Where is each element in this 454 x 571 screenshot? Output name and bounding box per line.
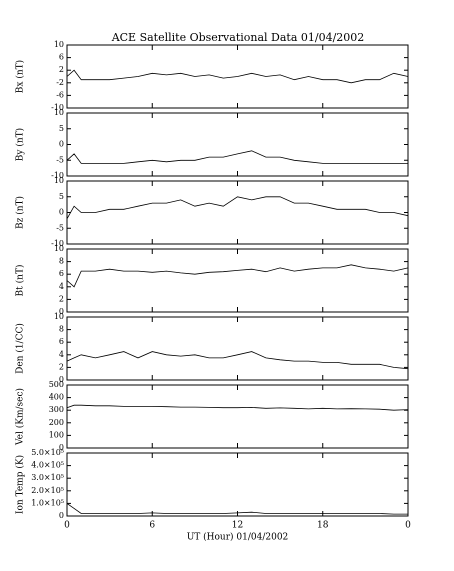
y-tick-label: -5 (56, 155, 64, 164)
panel-frame (66, 112, 409, 177)
y-tick-label: 5.0×10⁵ (31, 448, 64, 457)
y-tick-label: 0 (59, 443, 64, 452)
y-tick-label: 6 (59, 53, 64, 62)
y-tick-label: 0 (59, 511, 64, 520)
y-tick-label: 200 (49, 418, 64, 427)
y-tick-label: 400 (49, 393, 64, 402)
y-tick-label: 2 (59, 294, 64, 303)
y-tick-label: 10 (54, 312, 64, 321)
y-tick-label: 500 (49, 380, 64, 389)
y-tick-label: 8 (59, 325, 64, 334)
y-axis-label: Bz (nT) (15, 196, 26, 229)
y-tick-label: 0 (59, 307, 64, 316)
y-tick-label: 5 (59, 192, 64, 201)
x-tick-label: 12 (232, 521, 243, 531)
y-axis-label: Den (1/CC) (15, 323, 26, 374)
y-axis-label: Bt (nT) (15, 265, 26, 297)
panel-frame (66, 180, 409, 245)
data-line (66, 404, 409, 411)
y-axis-label: Vel (Km/sec) (15, 388, 26, 446)
panel-frame (66, 452, 409, 517)
y-tick-label: -2 (56, 78, 64, 87)
y-tick-label: 6 (59, 337, 64, 346)
y-tick-label: 10 (54, 176, 64, 185)
y-tick-label: -6 (56, 90, 64, 99)
y-tick-label: 0 (59, 208, 64, 217)
panel-frame (66, 384, 409, 449)
x-tick-label: 6 (149, 521, 155, 531)
y-axis-label: Bx (nT) (15, 60, 26, 93)
data-line (66, 196, 409, 219)
y-tick-label: 2.0×10⁵ (31, 486, 64, 495)
y-axis-label: By (nT) (15, 128, 26, 161)
y-tick-label: 4.0×10⁵ (31, 461, 64, 470)
data-line (66, 69, 409, 84)
y-tick-label: 300 (49, 405, 64, 414)
y-tick-label: 3.0×10⁵ (31, 473, 64, 482)
y-axis-label: Ion Temp (K) (15, 455, 26, 514)
y-tick-label: 0 (59, 375, 64, 384)
panel-frame (66, 316, 409, 381)
y-tick-label: 4 (59, 350, 64, 359)
y-tick-label: 0 (59, 140, 64, 149)
y-tick-label: 1.0×10⁵ (31, 498, 64, 507)
x-tick-label: 18 (317, 521, 329, 531)
data-line (66, 503, 408, 515)
y-tick-label: 2 (59, 362, 64, 371)
y-tick-label: -5 (56, 223, 64, 232)
y-tick-label: 100 (49, 430, 64, 439)
data-line (66, 264, 409, 288)
y-tick-label: 2 (59, 65, 64, 74)
y-tick-label: 8 (59, 257, 64, 266)
data-line (66, 150, 408, 164)
y-tick-label: 10 (54, 108, 64, 117)
y-tick-label: -10 (51, 239, 64, 248)
panel-frame (66, 248, 409, 313)
y-tick-label: -10 (51, 171, 64, 180)
x-tick-label: 0 (405, 521, 411, 531)
y-tick-label: -10 (51, 103, 64, 112)
data-line (66, 351, 409, 370)
y-tick-label: 5 (59, 124, 64, 133)
x-axis-label: UT (Hour) 01/04/2002 (187, 532, 289, 543)
y-tick-label: 10 (54, 244, 64, 253)
y-tick-label: 6 (59, 269, 64, 278)
chart-title: ACE Satellite Observational Data 01/04/2… (111, 31, 365, 44)
y-tick-label: 10 (54, 40, 64, 49)
y-tick-label: 4 (59, 282, 64, 291)
x-tick-label: 0 (64, 521, 70, 531)
